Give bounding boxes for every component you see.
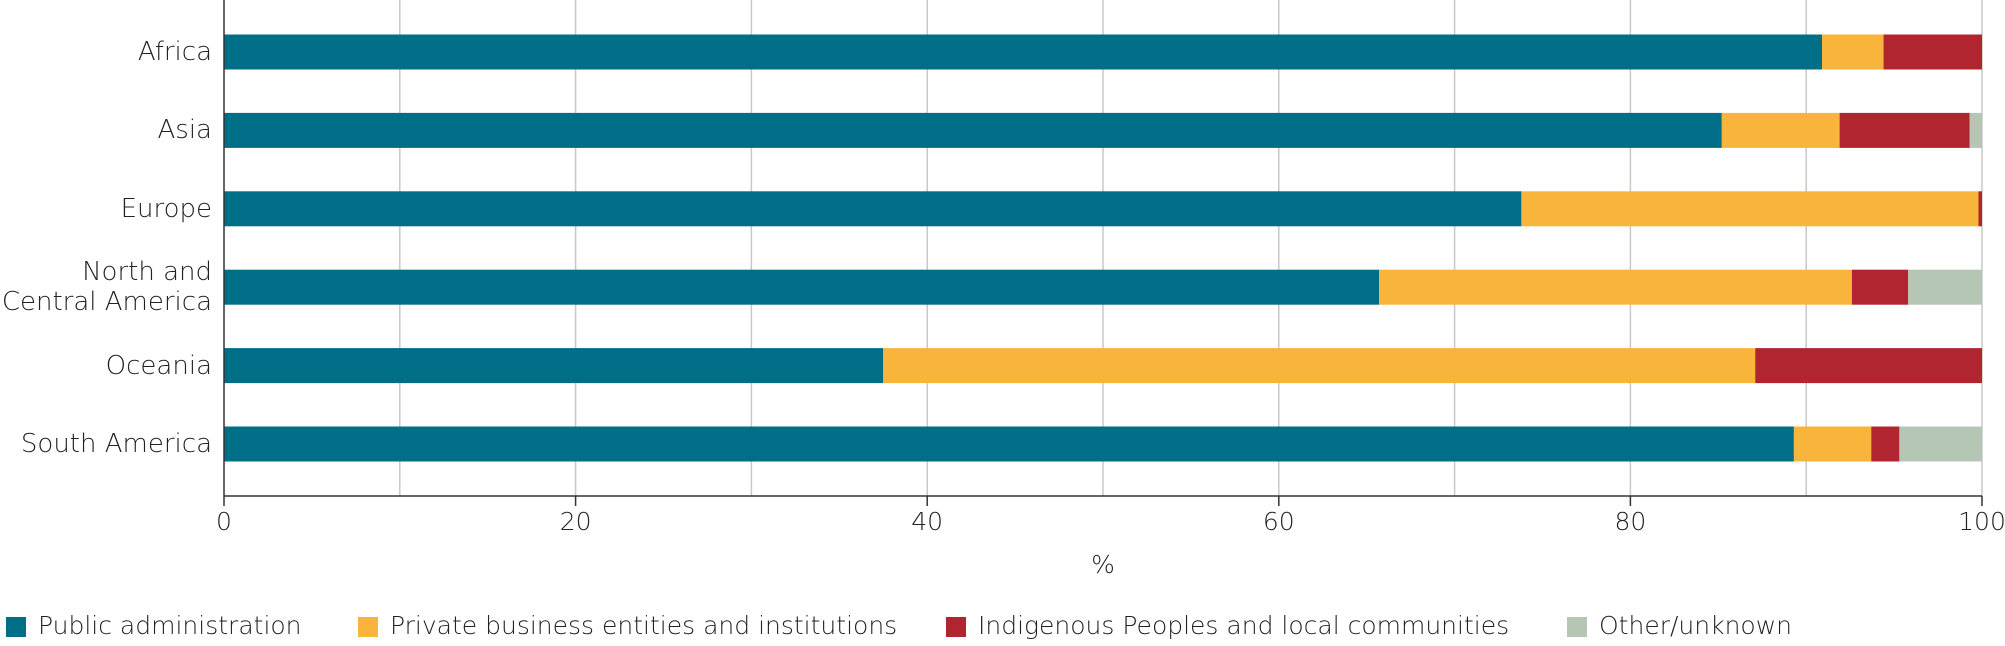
- bar-segment: [1871, 426, 1900, 462]
- y-tick-label: Africa: [137, 37, 212, 67]
- legend-swatch: [6, 617, 26, 637]
- y-tick-label: Asia: [157, 115, 213, 146]
- x-tick-label: 0: [216, 507, 232, 536]
- bar-segment: [224, 269, 1380, 305]
- y-tick-label: Oceania: [105, 350, 212, 381]
- bar-segment: [1793, 426, 1872, 462]
- bar-segment: [1755, 348, 1982, 384]
- x-tick-label: 80: [1614, 507, 1646, 536]
- bar-segment: [1883, 34, 1982, 70]
- y-tick-label: South America: [20, 429, 212, 459]
- bar-segment: [224, 112, 1722, 148]
- bar-segment: [1839, 112, 1970, 148]
- x-tick-label: 40: [911, 507, 943, 536]
- bar-segment: [224, 426, 1794, 462]
- legend-label: Other/unknown: [1599, 611, 1792, 640]
- x-tick-label: 20: [560, 507, 592, 536]
- bar-segment: [1899, 426, 1982, 462]
- bar-segment: [1969, 112, 1982, 148]
- legend-swatch: [946, 617, 966, 637]
- legend-swatch: [1567, 617, 1587, 637]
- legend-swatch: [358, 617, 378, 637]
- bar-segment: [1721, 112, 1840, 148]
- x-axis-label: %: [1091, 550, 1115, 579]
- y-tick-label: Europe: [120, 193, 212, 224]
- y-tick-label: North and Central America: [1, 257, 212, 318]
- bar-segment: [1379, 269, 1852, 305]
- x-tick-label: 100: [1958, 507, 2005, 536]
- bar-segment: [883, 348, 1756, 384]
- bar-segment: [1851, 269, 1909, 305]
- bar-segment: [1908, 269, 1982, 305]
- legend-label: Indigenous Peoples and local communities: [978, 611, 1509, 640]
- bar-segment: [1822, 34, 1884, 70]
- x-tick-label: 60: [1263, 507, 1295, 536]
- bar-segment: [224, 191, 1522, 227]
- legend-label: Private business entities and institutio…: [390, 611, 897, 640]
- legend-label: Public administration: [38, 611, 302, 640]
- bar-segment: [224, 348, 884, 384]
- bar-segment: [1978, 191, 1982, 227]
- bar-segment: [1521, 191, 1979, 227]
- bar-segment: [224, 34, 1823, 70]
